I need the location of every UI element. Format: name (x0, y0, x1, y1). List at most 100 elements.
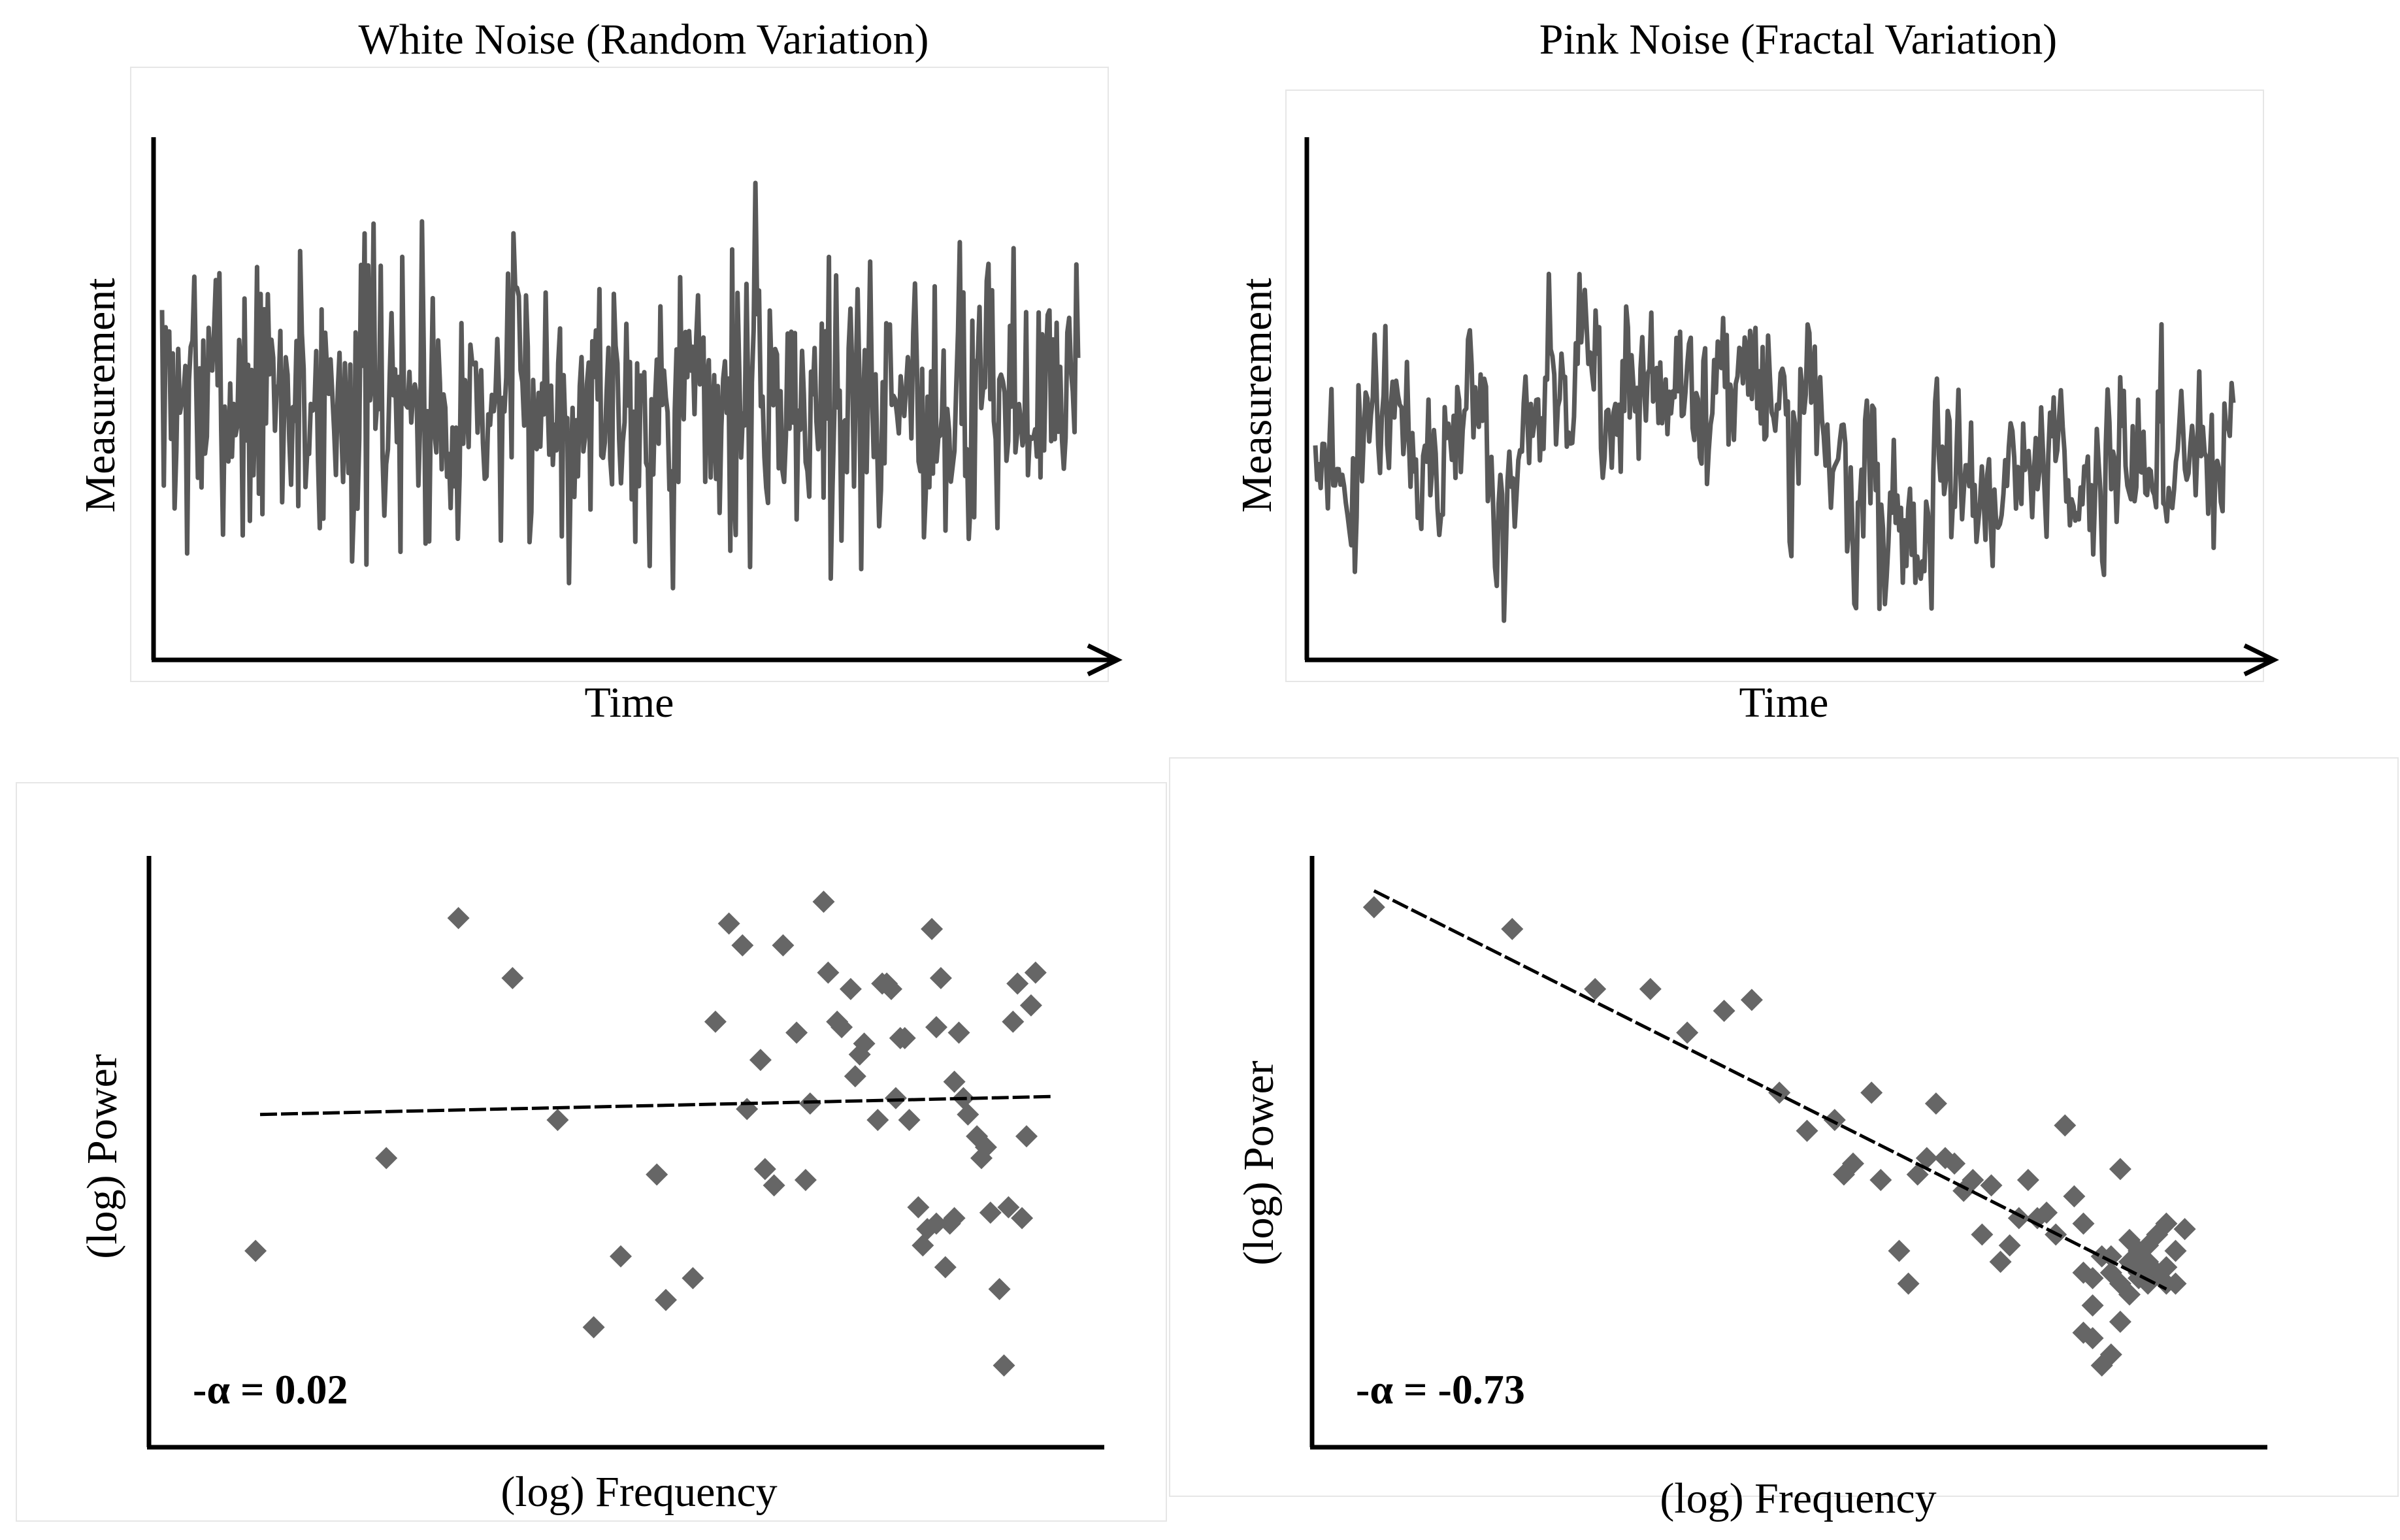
data-point (2072, 1212, 2095, 1235)
alpha-annotation: -α = 0.02 (193, 1366, 348, 1413)
data-point (1860, 1081, 1883, 1104)
data-point (749, 1049, 772, 1072)
data-point (682, 1267, 704, 1290)
data-point (2072, 1261, 2095, 1284)
data-point (929, 967, 952, 989)
data-point (2155, 1212, 2178, 1235)
data-point (934, 1256, 957, 1279)
data-point (731, 934, 754, 957)
pink-noise-series-line (1313, 271, 2236, 623)
data-point (1768, 1081, 1791, 1104)
data-point (763, 1174, 785, 1197)
data-point (2109, 1158, 2131, 1181)
data-point (375, 1147, 398, 1170)
panel-white-noise-series: White Noise (Random Variation) Time Meas… (76, 16, 1123, 727)
data-point (2118, 1283, 2141, 1306)
chart-title: White Noise (Random Variation) (358, 16, 929, 63)
data-point (1362, 896, 1385, 919)
data-point (1011, 1207, 1034, 1230)
chart-title: Pink Noise (Fractal Variation) (1539, 16, 2057, 63)
data-point (997, 1196, 1020, 1219)
data-point (1015, 1125, 1038, 1148)
y-axis-label: Measurement (76, 278, 124, 512)
data-point (1869, 1168, 1892, 1191)
data-point (501, 967, 524, 989)
scatter-points (244, 891, 1047, 1377)
data-point (717, 912, 740, 935)
data-point (2054, 1114, 2077, 1137)
data-point (447, 907, 470, 930)
data-point (772, 934, 795, 957)
data-point (884, 1087, 907, 1109)
y-axis-label: (log) Power (1235, 1060, 1283, 1265)
data-point (921, 917, 944, 940)
data-point (582, 1316, 605, 1339)
data-point (2109, 1311, 2131, 1334)
x-axis-arrowhead (2243, 643, 2279, 677)
data-point (957, 1103, 979, 1126)
data-point (1024, 961, 1047, 984)
data-point (704, 1010, 727, 1033)
alpha-annotation: -α = -0.73 (1356, 1366, 1525, 1413)
data-point (1897, 1272, 1920, 1295)
data-point (1713, 1000, 1735, 1023)
data-point (1888, 1239, 1911, 1262)
data-point (1906, 1163, 1929, 1186)
data-point (2099, 1245, 2122, 1268)
plot-frame (1285, 90, 2264, 682)
data-point (2081, 1327, 2104, 1350)
x-axis-label: (log) Frequency (1660, 1475, 1936, 1522)
data-point (916, 1218, 939, 1241)
data-point (866, 1109, 889, 1132)
data-point (2063, 1185, 2086, 1207)
data-point (912, 1234, 934, 1257)
data-point (610, 1245, 632, 1268)
data-point (844, 1065, 866, 1088)
data-point (1915, 1147, 1938, 1170)
data-point (2155, 1256, 2178, 1279)
data-point (925, 1016, 947, 1039)
data-point (1006, 972, 1029, 995)
data-point (1676, 1021, 1699, 1044)
data-point (830, 1016, 853, 1039)
data-point (2016, 1168, 2039, 1191)
y-axis-label: Measurement (1233, 278, 1281, 512)
data-point (898, 1109, 921, 1132)
data-point (794, 1168, 817, 1191)
data-point (812, 891, 835, 913)
data-point (1002, 1010, 1025, 1033)
data-point (974, 1136, 997, 1158)
data-point (1584, 977, 1607, 1000)
data-point (1639, 977, 1662, 1000)
data-point (753, 1158, 776, 1181)
y-axis-label: (log) Power (78, 1054, 126, 1258)
data-point (1924, 1092, 1947, 1115)
data-point (853, 1032, 876, 1055)
panel-pink-noise-spectrum: (log) Frequency (log) Power -α = -0.73 (1169, 757, 2399, 1522)
data-point (1842, 1152, 1864, 1175)
data-point (646, 1163, 668, 1186)
data-point (880, 977, 902, 1000)
data-point (1998, 1234, 2021, 1257)
panel-white-noise-spectrum: (log) Frequency (log) Power -α = 0.02 (16, 782, 1167, 1522)
data-point (1823, 1109, 1846, 1132)
data-point (655, 1288, 677, 1311)
data-point (2164, 1272, 2187, 1295)
plot-frame (130, 67, 1109, 682)
plot-frame (16, 782, 1167, 1522)
plot-frame (1169, 757, 2399, 1497)
data-point (244, 1239, 267, 1262)
data-point (839, 977, 862, 1000)
data-point (1989, 1251, 2012, 1273)
data-point (785, 1021, 808, 1044)
data-point (988, 1277, 1011, 1300)
trendline (259, 1094, 1054, 1117)
x-axis-label: Time (585, 679, 674, 727)
x-axis-label: (log) Frequency (501, 1468, 777, 1516)
data-point (947, 1021, 970, 1044)
data-point (2035, 1202, 2058, 1224)
data-point (2099, 1343, 2122, 1366)
data-point (546, 1109, 569, 1132)
data-point (993, 1354, 1015, 1377)
data-point (1971, 1223, 1994, 1246)
